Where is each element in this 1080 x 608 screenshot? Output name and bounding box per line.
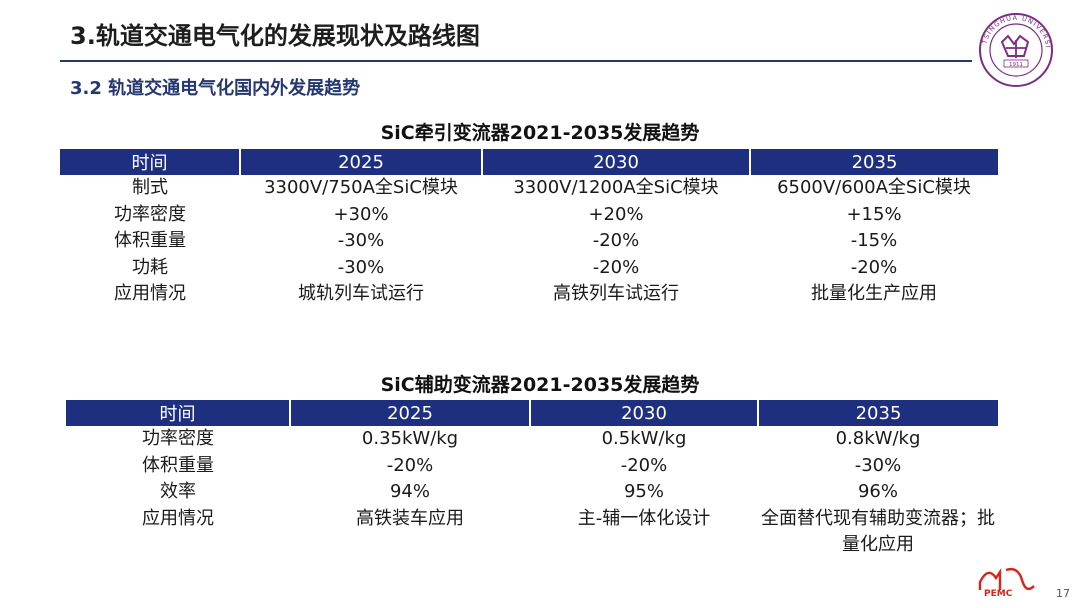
table-row: 体积重量 -30% -20% -15% [60, 228, 998, 255]
table-cell: 高铁装车应用 [356, 507, 464, 529]
row-label: 功率密度 [142, 428, 214, 449]
table-cell: 城轨列车试运行 [298, 283, 424, 304]
pemc-label: PEMC [984, 589, 1013, 599]
table-row: 效率 94% 95% 96% [66, 479, 998, 506]
row-label: 应用情况 [142, 507, 214, 529]
table-cell: -30% [337, 230, 385, 251]
table-cell: 0.5kW/kg [601, 428, 687, 449]
column-header: 2035 [758, 400, 998, 426]
table-cell: 6500V/600A全SiC模块 [777, 177, 971, 198]
table-row: 功率密度 +30% +20% +15% [60, 202, 998, 229]
table-cell: +15% [846, 203, 902, 225]
auxiliary-table-caption: SiC辅助变流器2021-2035发展趋势 [380, 374, 700, 396]
table-header-row: 时间 2025 2030 2035 [66, 400, 998, 426]
table-cell: 全面替代现有辅助变流器；批量化应用 [761, 507, 995, 556]
table-cell: -20% [620, 454, 668, 476]
table-cell: -20% [386, 454, 434, 476]
table-cell: 96% [857, 481, 898, 502]
table-cell: -30% [854, 454, 902, 476]
row-label: 效率 [160, 481, 196, 502]
title-divider [60, 60, 972, 62]
table-cell: -30% [337, 256, 385, 278]
table-cell: 95% [623, 481, 664, 502]
table-row: 应用情况 城轨列车试运行 高铁列车试运行 批量化生产应用 [60, 281, 998, 308]
table-cell: -20% [592, 256, 640, 278]
row-label: 功率密度 [114, 203, 186, 225]
column-header: 时间 [66, 400, 291, 426]
table-cell: +30% [333, 203, 389, 225]
column-header: 2025 [240, 149, 483, 175]
column-header: 2030 [530, 400, 759, 426]
table-row: 体积重量 -20% -20% -30% [66, 453, 998, 480]
pemc-logo: PEMC [978, 567, 1035, 599]
table-cell: 94% [389, 481, 430, 502]
table-cell: 批量化生产应用 [811, 283, 937, 304]
table-row: 制式 3300V/750A全SiC模块 3300V/1200A全SiC模块 65… [60, 175, 998, 202]
row-label: 功耗 [132, 256, 168, 278]
row-label: 体积重量 [142, 454, 214, 476]
tsinghua-logo: TSINGHUA UNIVERSITY 1911 [978, 12, 1053, 87]
row-label: 应用情况 [114, 283, 186, 304]
page-number: 17 [1056, 587, 1070, 600]
table-cell: 3300V/1200A全SiC模块 [513, 177, 719, 198]
table-cell: 0.8kW/kg [835, 428, 921, 449]
sic-traction-converter-table: 时间 2025 2030 2035 制式 3300V/750A全SiC模块 33… [60, 149, 998, 308]
column-header: 2035 [750, 149, 998, 175]
table-cell: -20% [592, 230, 640, 251]
table-cell: 3300V/750A全SiC模块 [264, 177, 458, 198]
page-title: 3.轨道交通电气化的发展现状及路线图 [70, 22, 480, 50]
column-header: 时间 [60, 149, 241, 175]
table-cell: -15% [850, 230, 898, 251]
table-cell: 0.35kW/kg [361, 428, 459, 449]
table-header-row: 时间 2025 2030 2035 [60, 149, 998, 175]
section-subtitle: 3.2 轨道交通电气化国内外发展趋势 [70, 78, 361, 99]
traction-table-caption: SiC牵引变流器2021-2035发展趋势 [380, 122, 700, 144]
table-cell: 高铁列车试运行 [553, 283, 679, 304]
svg-text:1911: 1911 [1009, 62, 1023, 68]
table-row: 功耗 -30% -20% -20% [60, 255, 998, 282]
table-row: 功率密度 0.35kW/kg 0.5kW/kg 0.8kW/kg [66, 426, 998, 453]
column-header: 2030 [482, 149, 751, 175]
table-cell: -20% [850, 256, 898, 278]
table-cell: 主-辅一体化设计 [577, 507, 711, 529]
table-cell: +20% [588, 203, 644, 225]
column-header: 2025 [290, 400, 531, 426]
sic-auxiliary-converter-table: 时间 2025 2030 2035 功率密度 0.35kW/kg 0.5kW/k… [66, 400, 998, 559]
row-label: 体积重量 [114, 230, 186, 251]
row-label: 制式 [132, 177, 168, 198]
table-row: 应用情况 高铁装车应用 主-辅一体化设计 全面替代现有辅助变流器；批量化应用 [66, 506, 998, 559]
